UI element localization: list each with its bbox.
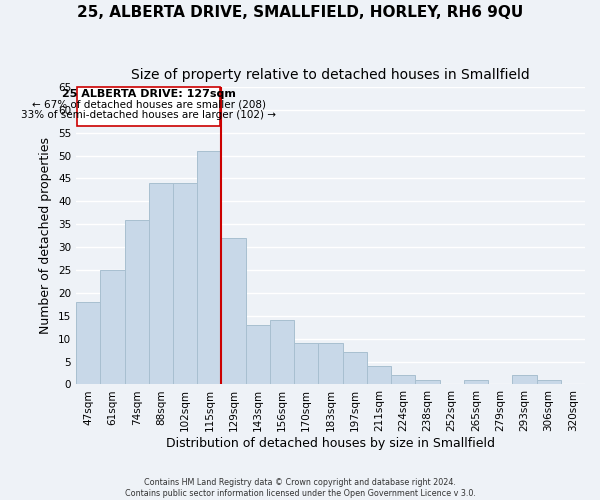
Bar: [367, 366, 391, 384]
Bar: [319, 343, 343, 384]
Bar: [536, 380, 561, 384]
Bar: [246, 325, 270, 384]
Bar: [294, 343, 319, 384]
Bar: [270, 320, 294, 384]
Bar: [125, 220, 149, 384]
Text: 25 ALBERTA DRIVE: 127sqm: 25 ALBERTA DRIVE: 127sqm: [62, 88, 236, 99]
Bar: [149, 183, 173, 384]
X-axis label: Distribution of detached houses by size in Smallfield: Distribution of detached houses by size …: [166, 437, 495, 450]
Text: ← 67% of detached houses are smaller (208): ← 67% of detached houses are smaller (20…: [32, 99, 266, 109]
Bar: [76, 302, 100, 384]
Title: Size of property relative to detached houses in Smallfield: Size of property relative to detached ho…: [131, 68, 530, 82]
Bar: [173, 183, 197, 384]
Bar: [464, 380, 488, 384]
FancyBboxPatch shape: [77, 87, 220, 126]
Bar: [100, 270, 125, 384]
Text: Contains HM Land Registry data © Crown copyright and database right 2024.
Contai: Contains HM Land Registry data © Crown c…: [125, 478, 475, 498]
Bar: [343, 352, 367, 384]
Text: 33% of semi-detached houses are larger (102) →: 33% of semi-detached houses are larger (…: [21, 110, 276, 120]
Bar: [391, 376, 415, 384]
Bar: [197, 151, 221, 384]
Bar: [512, 376, 536, 384]
Text: 25, ALBERTA DRIVE, SMALLFIELD, HORLEY, RH6 9QU: 25, ALBERTA DRIVE, SMALLFIELD, HORLEY, R…: [77, 5, 523, 20]
Bar: [221, 238, 246, 384]
Bar: [415, 380, 440, 384]
Y-axis label: Number of detached properties: Number of detached properties: [40, 137, 52, 334]
